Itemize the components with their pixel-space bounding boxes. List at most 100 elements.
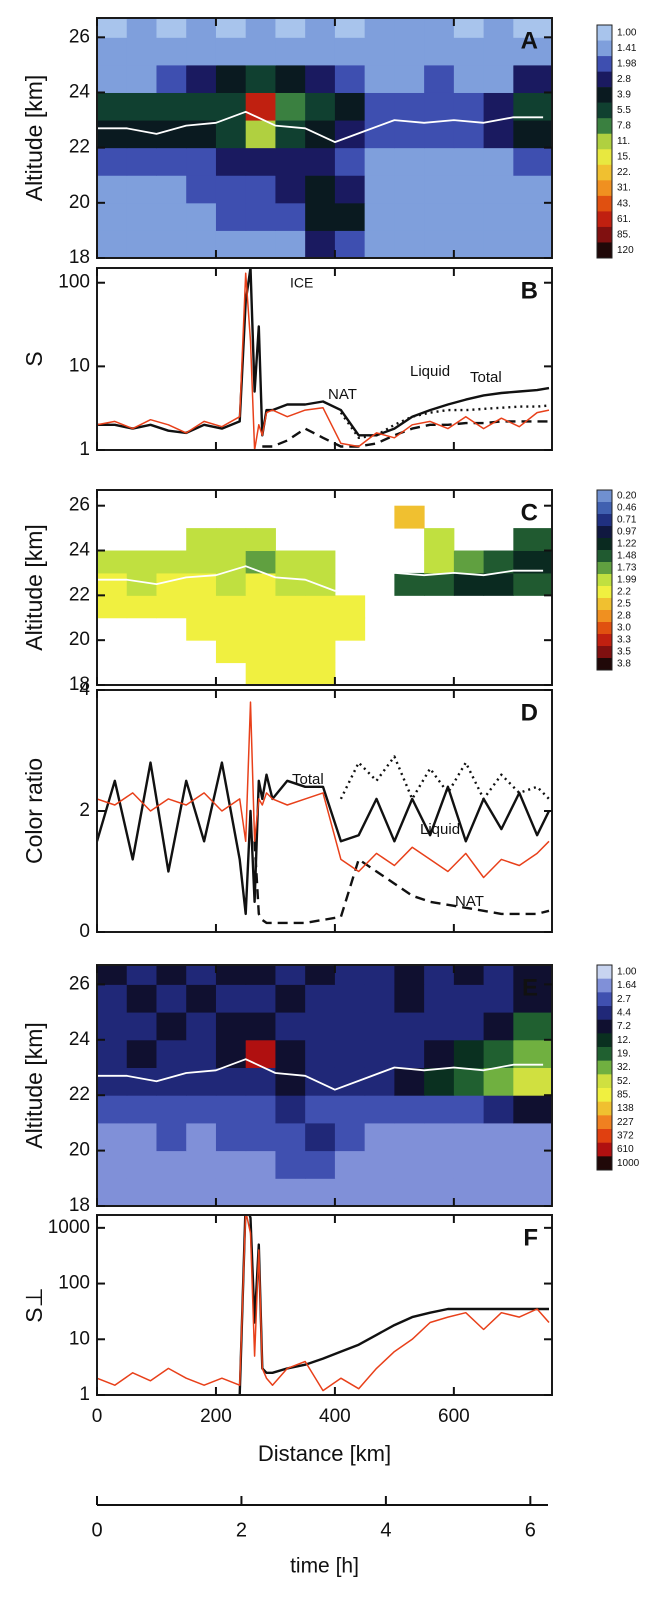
y-tick-label: 2 xyxy=(79,800,90,821)
colorbar-frame xyxy=(596,489,613,671)
heatmap-cell xyxy=(245,1095,276,1124)
heatmap-cell xyxy=(126,92,157,121)
plot-frame xyxy=(96,964,553,1207)
series-label: Total xyxy=(470,369,502,386)
heatmap-cell xyxy=(215,1067,247,1096)
heatmap-cell xyxy=(245,230,276,258)
heatmap-cell xyxy=(275,1095,306,1124)
heatmap-cell xyxy=(275,202,306,231)
y-tick-label: 18 xyxy=(69,674,90,695)
colorbar-segment xyxy=(597,1047,612,1061)
heatmap-cell xyxy=(186,550,217,574)
heatmap-cell xyxy=(275,965,306,985)
y-tick-label: 24 xyxy=(69,1029,91,1050)
heatmap-cell xyxy=(513,92,552,121)
heatmap-cell xyxy=(364,1095,395,1124)
heatmap-cell xyxy=(186,175,217,204)
heatmap-cell xyxy=(156,1067,187,1096)
colorbar-segment xyxy=(597,1074,612,1089)
y-tick-label: 100 xyxy=(58,272,90,293)
series-label: Liquid xyxy=(420,821,460,838)
heatmap-cell xyxy=(215,1178,247,1206)
heatmap-cell xyxy=(394,1012,425,1041)
heatmap-cell xyxy=(305,230,336,258)
heatmap-cell xyxy=(305,37,336,66)
colorbar-segment xyxy=(597,1033,612,1048)
heatmap-cell xyxy=(453,965,485,985)
heatmap-cell xyxy=(215,37,247,66)
heatmap-cell xyxy=(394,965,425,985)
heatmap-cell xyxy=(97,550,128,574)
heatmap-cell xyxy=(186,595,217,619)
heatmap-cell xyxy=(275,984,306,1013)
heatmap-cell xyxy=(483,175,514,204)
heatmap-cell xyxy=(305,147,336,176)
heatmap-cell xyxy=(126,1095,157,1124)
colorbar-label: 0.97 xyxy=(617,527,637,538)
heatmap-cell xyxy=(305,595,336,619)
heatmap-cell xyxy=(97,1039,128,1068)
heatmap-cell xyxy=(186,984,217,1013)
heatmap-cell xyxy=(186,528,217,552)
heatmap-cell xyxy=(483,202,514,231)
heatmap-cell xyxy=(424,1039,455,1068)
heatmap-cell xyxy=(97,1067,128,1096)
trace-line xyxy=(97,110,544,143)
colorbar-label: 85. xyxy=(617,1089,631,1100)
heatmap-cell xyxy=(424,984,455,1013)
heatmap-cell xyxy=(394,1150,425,1179)
heatmap-cell xyxy=(215,984,247,1013)
y-tick-label: 10 xyxy=(69,355,90,376)
panel-label: F xyxy=(523,1224,538,1251)
y-axis-title: Altitude [km] xyxy=(21,1022,47,1149)
heatmap-cell xyxy=(305,1122,336,1152)
heatmap-cell xyxy=(245,147,276,176)
colorbar-segment xyxy=(597,1019,612,1034)
heatmap-cell xyxy=(453,202,485,231)
colorbar-segment xyxy=(597,180,612,197)
heatmap-cell xyxy=(186,965,217,985)
heatmap-cell xyxy=(305,175,336,204)
heatmap-cell xyxy=(483,230,514,258)
colorbar-segment xyxy=(597,1060,612,1075)
series-label: Total xyxy=(292,771,324,788)
heatmap-cell xyxy=(513,965,552,985)
heatmap-cell xyxy=(156,92,187,121)
plot-area xyxy=(97,490,552,685)
heatmap-cell xyxy=(364,64,395,93)
heatmap-cell xyxy=(513,1122,552,1152)
heatmap-cell xyxy=(483,1178,514,1206)
colorbar-label: 120 xyxy=(617,245,634,256)
heatmap-cell xyxy=(424,965,455,985)
colorbar-segment xyxy=(597,610,612,623)
colorbar-segment xyxy=(597,102,612,119)
colorbar-frame xyxy=(596,964,613,1171)
heatmap-cell xyxy=(245,984,276,1013)
x-axis-title: Distance [km] xyxy=(258,1441,391,1466)
heatmap-cell xyxy=(364,1039,395,1068)
series-line xyxy=(97,701,550,879)
heatmap-cell xyxy=(453,550,485,574)
y-axis-title: S xyxy=(21,351,47,366)
heatmap-cell xyxy=(424,202,455,231)
heatmap-cell xyxy=(156,1178,187,1206)
y-tick-label: 26 xyxy=(69,26,90,47)
heatmap-cell xyxy=(513,1012,552,1041)
heatmap-cell xyxy=(126,1150,157,1179)
heatmap-cell xyxy=(453,37,485,66)
heatmap-cell xyxy=(245,18,276,38)
y-tick-label: 20 xyxy=(69,1140,90,1161)
series-label: NAT xyxy=(328,386,357,403)
heatmap-cell xyxy=(334,617,366,641)
colorbar-label: 52. xyxy=(617,1076,631,1087)
colorbar-label: 2.7 xyxy=(617,994,631,1005)
heatmap-cell xyxy=(156,1122,187,1152)
heatmap-cell xyxy=(97,230,128,258)
colorbar-label: 12. xyxy=(617,1035,631,1046)
panel-label: C xyxy=(521,499,538,526)
panel: 0 2 4 Color ratio D xyxy=(21,679,553,942)
heatmap-cell xyxy=(215,175,247,204)
heatmap-cell xyxy=(513,984,552,1013)
heatmap-cell xyxy=(305,202,336,231)
